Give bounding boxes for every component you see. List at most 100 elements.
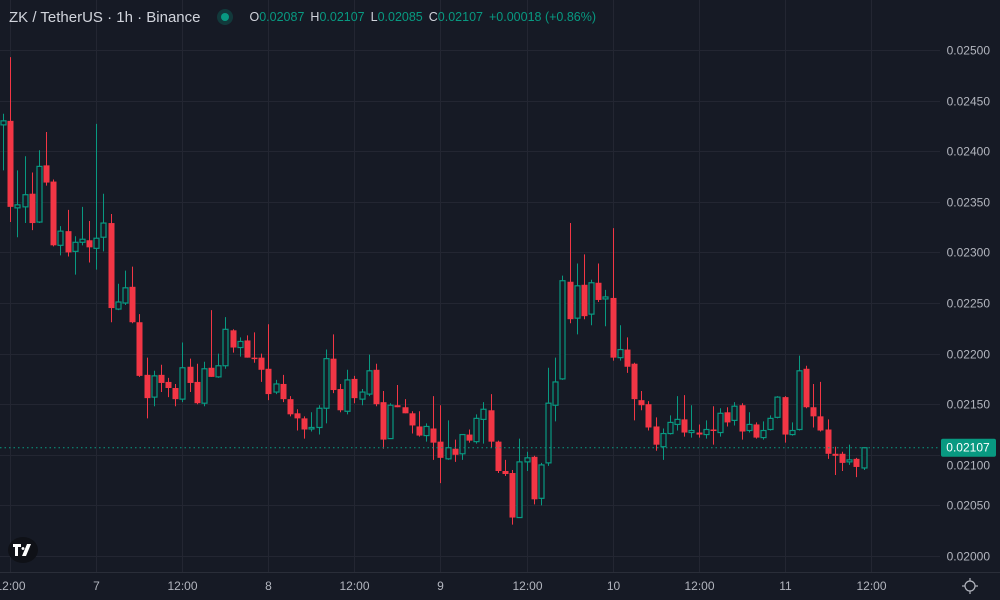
candle-down	[43, 131, 50, 186]
candle-body	[366, 370, 373, 395]
candle-down	[430, 396, 437, 460]
candle-down	[753, 422, 760, 439]
candle-body	[509, 473, 516, 518]
candle-up	[22, 156, 29, 224]
candle-body	[653, 426, 660, 445]
candle-body	[380, 402, 387, 440]
candle-up	[524, 451, 531, 471]
candle-down	[581, 254, 588, 320]
candle-up	[574, 263, 581, 335]
candle-up	[796, 355, 803, 431]
price-tick-label: 0.02050	[947, 499, 991, 513]
candle-body	[237, 340, 244, 349]
candle-body	[230, 330, 237, 348]
candle-body	[387, 404, 394, 440]
candle-body	[774, 396, 781, 418]
price-axis[interactable]: 0.02500 0.02450 0.02400 0.02350 0.02300 0.022…	[947, 44, 991, 564]
price-tick-label: 0.02000	[947, 550, 991, 564]
candle-up	[308, 412, 315, 432]
candle-body	[187, 366, 194, 383]
candle-down	[409, 411, 416, 434]
candle-body	[287, 399, 294, 415]
candle-down	[610, 228, 617, 361]
candle-body	[215, 365, 222, 378]
candle-body	[803, 368, 810, 408]
candle-body	[14, 204, 21, 209]
candle-up	[366, 354, 373, 397]
open-value: O0.02087	[249, 10, 305, 24]
candle-body	[667, 421, 674, 435]
candle-body	[588, 282, 595, 315]
candle-up	[344, 369, 351, 415]
candle-body	[516, 461, 523, 519]
candle-down	[624, 337, 631, 373]
high-value: H0.02107	[310, 10, 365, 24]
candle-down	[595, 263, 602, 302]
tradingview-logo-icon[interactable]	[8, 537, 38, 563]
candle-body	[201, 368, 208, 404]
candle-up	[14, 170, 21, 238]
candle-body	[789, 429, 796, 436]
candle-down	[244, 335, 251, 358]
candle-up	[179, 342, 186, 403]
candle-down	[50, 179, 57, 247]
change-value: +0.00018 (+0.86%)	[488, 10, 597, 24]
candle-down	[258, 353, 265, 382]
gear-icon[interactable]	[961, 577, 979, 595]
price-tick-label: 0.02150	[947, 398, 991, 412]
candle-up	[423, 423, 430, 442]
candle-body	[531, 456, 538, 500]
price-tick-label: 0.02400	[947, 145, 991, 159]
candle-body	[724, 412, 731, 423]
candle-body	[359, 391, 366, 400]
candle-up	[588, 279, 595, 326]
last-price-value: 0.02107	[946, 441, 990, 455]
candle-up	[552, 357, 559, 422]
candle-body	[638, 400, 645, 406]
time-tick-label: 7	[93, 579, 100, 593]
candle-body	[459, 433, 466, 455]
candle-down	[402, 399, 409, 414]
candle-body	[79, 238, 86, 243]
candle-down	[136, 314, 143, 377]
candle-body	[581, 284, 588, 317]
candle-body	[179, 367, 186, 400]
symbol-title[interactable]: ZK / TetherUS · 1h · Binance	[9, 8, 201, 26]
candle-down	[832, 446, 839, 476]
candle-body	[416, 426, 423, 436]
time-axis[interactable]: 12:00 7 12:00 8 12:00 9 12:00 10 12:00 11 12:00	[0, 579, 887, 593]
candle-down	[653, 417, 660, 451]
candle-body	[746, 423, 753, 432]
candle-body	[559, 280, 566, 380]
candle-down	[466, 429, 473, 443]
candle-body	[861, 447, 868, 469]
candle-down	[696, 424, 703, 438]
candle-body	[108, 223, 115, 309]
candle-up	[731, 402, 738, 426]
candle-body	[731, 405, 738, 421]
candle-body	[172, 388, 179, 400]
candle-up	[151, 370, 158, 407]
candle-up	[602, 289, 609, 327]
candle-up	[516, 438, 523, 519]
time-tick-label: 8	[265, 579, 272, 593]
time-tick-label: 12:00	[167, 579, 197, 593]
candle-body	[402, 407, 409, 414]
candle-body	[574, 285, 581, 319]
candle-body	[7, 120, 14, 207]
candle-body	[445, 447, 452, 460]
last-price-label: 0.02107	[941, 438, 996, 457]
candle-down	[29, 172, 36, 231]
price-tick-label: 0.02500	[947, 44, 991, 58]
candle-up	[222, 317, 229, 369]
candle-down	[158, 364, 165, 393]
time-tick-label: 12:00	[856, 579, 886, 593]
candle-down	[631, 362, 638, 421]
candle-body	[825, 429, 832, 454]
candle-body	[753, 424, 760, 438]
candle-body	[674, 418, 681, 426]
market-status-icon	[217, 9, 234, 25]
candle-down	[710, 406, 717, 445]
candle-up	[774, 396, 781, 419]
